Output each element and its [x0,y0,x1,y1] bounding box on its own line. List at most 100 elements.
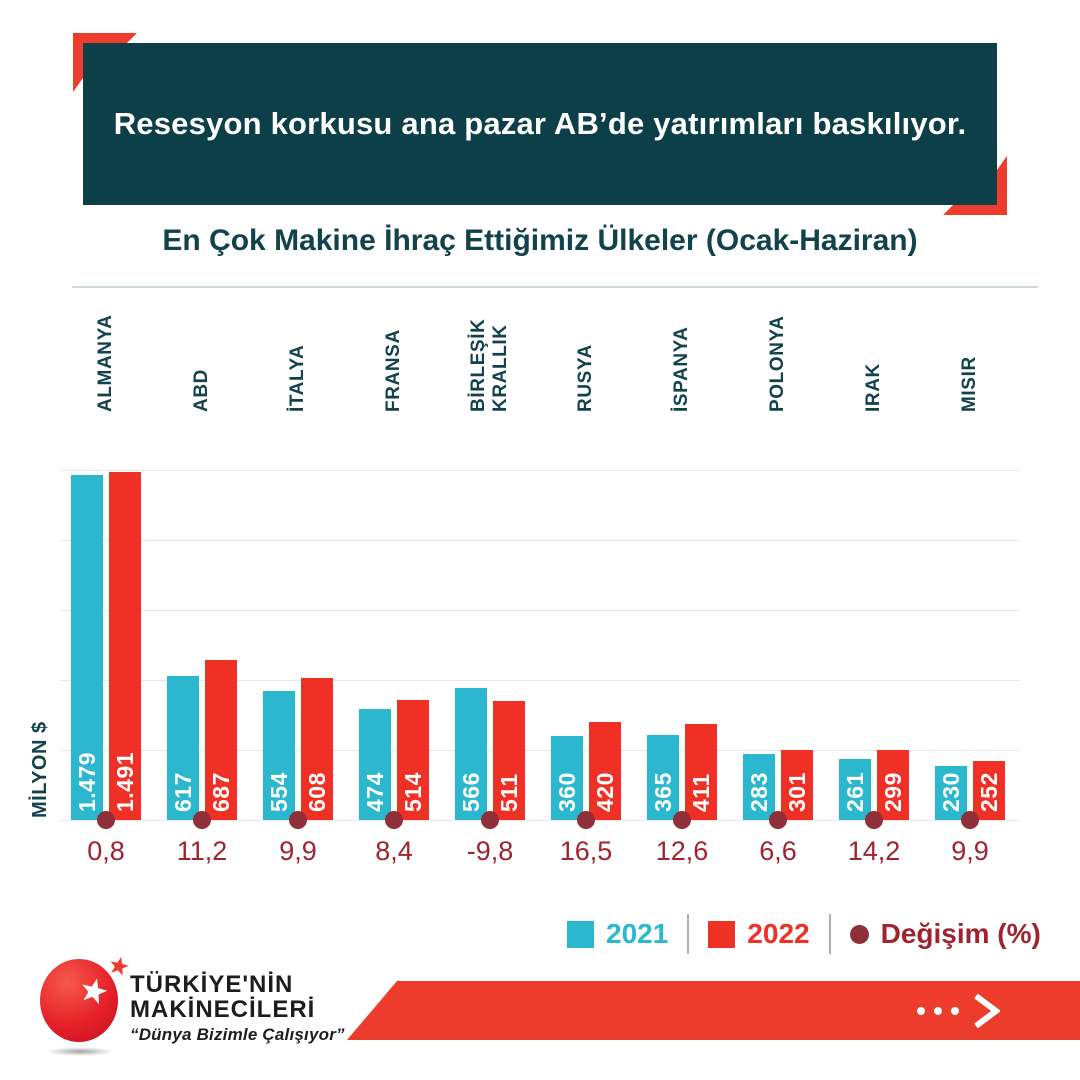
change-value: 6,6 [759,836,797,866]
logo-tagline: “Dünya Bizimle Çalışıyor” [130,1025,345,1044]
change-value: 8,4 [375,836,413,866]
change-dot [961,811,979,829]
legend-swatch-2021 [567,920,594,948]
bar-value-2022: 301 [784,772,810,812]
gridline [60,610,1020,611]
footer-banner [347,981,1080,1040]
change-value: 9,9 [279,836,317,866]
change-value: 16,5 [559,836,613,866]
legend-label-2022: 2022 [747,918,810,949]
bar-2021 [71,475,103,820]
title-divider [72,286,1038,288]
gridline [60,820,1020,821]
legend-swatch-change-dot [849,924,869,944]
country-label: MISIR [959,356,980,412]
bar-2022 [973,761,1005,820]
bar-2022 [493,701,525,820]
legend-label-change: Değişim (%) [880,918,1041,949]
logo-title-line1: TÜRKİYE'NİN [130,971,294,998]
bar-2021 [263,691,295,820]
bar-value-2022: 1.491 [112,751,138,812]
gridline [60,750,1020,751]
bar-value-2022: 687 [208,772,234,812]
bar-value-2021: 617 [170,772,196,812]
change-dot [865,811,883,829]
bar-2021 [647,735,679,820]
country-label: BİRLEŞİK KRALLIK [468,318,511,412]
bar-value-2021: 261 [842,772,868,812]
legend-label-2021: 2021 [606,918,669,949]
star-icon [82,978,108,1005]
logo-sphere [40,959,118,1042]
bar-2021 [167,676,199,820]
bar-2021 [839,759,871,820]
next-button[interactable] [917,981,1000,1040]
change-dot [481,811,499,829]
bar-value-2022: 299 [880,772,906,812]
bar-value-2022: 608 [304,772,330,812]
bar-value-2022: 252 [976,772,1002,812]
country-label: RUSYA [575,344,596,412]
bar-value-2021: 283 [746,772,772,812]
bar-value-2022: 420 [592,772,618,812]
bar-value-2021: 360 [554,772,580,812]
bar-value-2021: 566 [458,772,484,812]
country-label: ABD [191,369,212,412]
change-dot [193,811,211,829]
legend: 2021 2022 Değişim (%) [567,912,1041,956]
change-dot [673,811,691,829]
bar-value-2022: 514 [400,772,426,812]
bar-2022 [589,722,621,820]
chevron-right-icon [974,993,1000,1028]
country-label: ALMANYA [95,314,116,412]
gridline [60,540,1020,541]
bar-value-2021: 230 [938,772,964,812]
gridline [60,680,1020,681]
bar-value-2022: 511 [496,773,522,812]
country-label: İTALYA [287,344,308,412]
bar-2022 [301,678,333,820]
change-dot [97,811,115,829]
bar-2022 [685,724,717,820]
change-value: 12,6 [655,836,709,866]
bar-2021 [455,688,487,820]
change-value: 11,2 [176,836,228,866]
page-title: Resesyon korkusu ana pazar AB’de yatırım… [113,106,967,141]
change-dot [769,811,787,829]
bar-2021 [935,766,967,820]
ellipsis-icon [917,1006,925,1015]
country-label: İSPANYA [671,326,692,412]
bar-2021 [743,754,775,820]
change-dot [385,811,403,829]
bar-2021 [551,736,583,820]
header-banner: Resesyon korkusu ana pazar AB’de yatırım… [83,43,997,205]
bar-2022 [205,660,237,820]
y-axis-label: MİLYON $ [29,721,51,818]
legend-swatch-2022 [708,920,736,948]
bar-2021 [359,709,391,820]
ellipsis-icon [934,1006,942,1015]
bar-2022 [397,700,429,820]
change-value: 14,2 [847,836,901,866]
bar-2022 [877,750,909,820]
gridline [60,470,1020,471]
country-label: FRANSA [383,329,404,412]
star-icon [110,956,129,976]
ellipsis-icon [951,1006,959,1015]
legend-divider [687,914,690,954]
bar-value-2021: 365 [650,772,676,812]
change-value: 9,9 [951,836,989,866]
country-label: IRAK [863,363,884,412]
logo-shadow [46,1047,114,1056]
bar-value-2021: 1.479 [74,751,100,812]
change-value: -9,8 [466,836,514,866]
bar-2022 [109,472,141,820]
legend-divider [828,914,831,954]
change-value: 0,8 [87,836,125,866]
change-dot [289,811,307,829]
chart-title: En Çok Makine İhraç Ettiğimiz Ülkeler (O… [162,224,918,257]
bar-value-2022: 411 [688,773,714,812]
bar-value-2021: 474 [362,772,388,812]
logo-text: TÜRKİYE'NİN MAKİNECİLERİ “Dünya Bizimle … [130,972,345,1045]
